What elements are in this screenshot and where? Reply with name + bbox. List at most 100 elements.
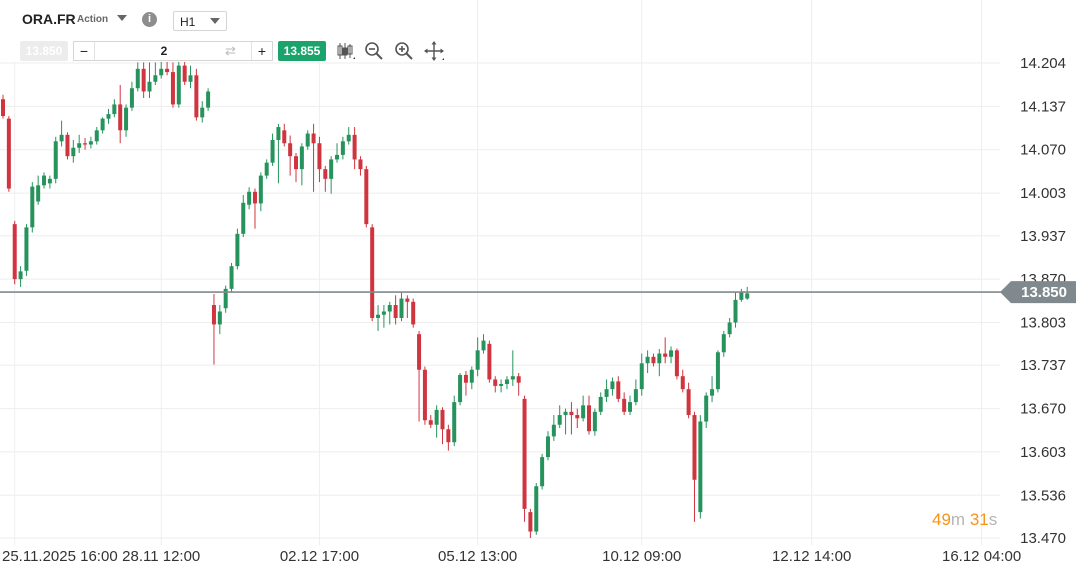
quantity-value[interactable]: 2 (160, 44, 168, 58)
candle-body (493, 379, 498, 386)
candle (129, 81, 134, 111)
candle (616, 376, 621, 403)
price-tick-label: 13.470 (1020, 530, 1066, 547)
candle (329, 156, 334, 194)
candle (311, 123, 316, 192)
candle (628, 395, 633, 416)
last-price-tag (1000, 281, 1076, 304)
quantity-stepper[interactable]: − 2 ⇄ + (73, 41, 273, 61)
candle-body (282, 130, 287, 144)
candle (42, 172, 47, 189)
candle-body (411, 301, 416, 325)
candle (493, 376, 498, 393)
symbol-dropdown-icon[interactable] (117, 15, 127, 21)
candle-body (194, 75, 199, 118)
candle-body (311, 133, 316, 144)
buy-price-button[interactable]: 13.855 (278, 41, 326, 61)
candle-body (241, 202, 246, 234)
candle (276, 123, 281, 184)
candle-body (129, 88, 134, 108)
timeframe-select[interactable]: H1 (173, 11, 227, 31)
candle-body (510, 376, 515, 380)
candle (622, 392, 627, 416)
candle-body (516, 376, 521, 383)
candle-body (499, 383, 504, 386)
price-tick-label: 13.670 (1020, 401, 1066, 418)
candle-body (188, 75, 193, 82)
trading-toolbar: ORA.FR Action i H1 13.850 − 2 ⇄ + 13.855 (0, 0, 460, 62)
candle-body (94, 130, 99, 142)
candle (159, 59, 164, 79)
candle-body (223, 288, 228, 309)
candle-body (715, 352, 720, 390)
candle (610, 377, 615, 396)
timeframe-dropdown-icon (210, 18, 220, 24)
candle (258, 172, 263, 212)
candle (106, 108, 111, 124)
candle-body (65, 134, 70, 157)
zoom-out-icon[interactable] (363, 40, 385, 62)
candle (317, 136, 322, 183)
candle-body (264, 162, 269, 176)
countdown-seconds-unit: s (988, 510, 998, 529)
candle (47, 175, 52, 189)
candle (458, 372, 463, 406)
candle-body (53, 141, 58, 179)
candle (581, 395, 586, 422)
candle (299, 143, 304, 186)
candle-body (657, 353, 662, 364)
candle (434, 405, 439, 438)
candle-body (563, 411, 568, 416)
candle (475, 337, 480, 377)
sell-price-button[interactable]: 13.850 (20, 41, 68, 61)
candle (645, 350, 650, 373)
candle-body (587, 405, 591, 432)
candle-body (645, 356, 650, 364)
zoom-in-icon[interactable] (393, 40, 415, 62)
candle (211, 294, 216, 365)
candle-body (481, 340, 486, 351)
symbol-name[interactable]: ORA.FR (22, 11, 76, 27)
candle-body (604, 389, 609, 397)
candle-body (217, 311, 222, 325)
candle (188, 65, 193, 89)
info-icon[interactable]: i (142, 12, 157, 27)
time-tick-label: 10.12 09:00 (602, 548, 681, 565)
candle (686, 382, 691, 419)
minus-icon[interactable]: − (74, 42, 95, 60)
candle-body (100, 118, 105, 131)
candle-body (545, 436, 550, 458)
candle-body (329, 159, 334, 179)
candle (135, 62, 140, 92)
candle (294, 152, 298, 183)
plus-icon[interactable]: + (251, 42, 272, 60)
candle-body (59, 134, 64, 142)
candle (335, 143, 340, 163)
swap-icon[interactable]: ⇄ (225, 43, 236, 58)
candle-type-icon[interactable] (334, 40, 356, 62)
candle (727, 317, 732, 338)
candle-body (745, 293, 750, 299)
candle-body (47, 178, 52, 184)
candle-body (598, 396, 603, 412)
candle-body (692, 415, 697, 480)
candle-body (393, 305, 398, 318)
pan-icon[interactable] (423, 40, 445, 62)
candle (575, 408, 580, 428)
candle-body (159, 68, 164, 76)
price-tick-label: 13.603 (1020, 444, 1066, 461)
candle (393, 295, 398, 325)
candle (370, 224, 375, 322)
candle (229, 262, 234, 293)
candle-body (135, 68, 140, 89)
candle (587, 395, 591, 435)
candle-body (270, 140, 275, 163)
instrument-type: Action (77, 14, 109, 25)
candle-body (663, 353, 668, 357)
candle (65, 132, 70, 160)
candle (24, 224, 29, 276)
candle (446, 424, 451, 451)
candle (592, 408, 597, 436)
candle (358, 156, 363, 176)
